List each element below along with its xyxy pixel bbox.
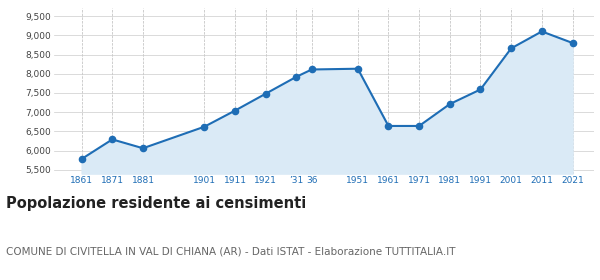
Point <box>537 29 547 34</box>
Point <box>568 41 577 45</box>
Point <box>307 67 317 72</box>
Point <box>77 157 86 161</box>
Point <box>200 125 209 129</box>
Point <box>506 46 516 51</box>
Point <box>476 87 485 92</box>
Point <box>353 66 362 71</box>
Point <box>138 146 148 150</box>
Point <box>261 92 271 96</box>
Point <box>445 102 455 106</box>
Point <box>230 108 240 113</box>
Point <box>415 124 424 128</box>
Point <box>292 74 301 79</box>
Text: Popolazione residente ai censimenti: Popolazione residente ai censimenti <box>6 196 306 211</box>
Point <box>107 137 117 142</box>
Point <box>383 124 393 128</box>
Text: COMUNE DI CIVITELLA IN VAL DI CHIANA (AR) - Dati ISTAT - Elaborazione TUTTITALIA: COMUNE DI CIVITELLA IN VAL DI CHIANA (AR… <box>6 246 455 256</box>
